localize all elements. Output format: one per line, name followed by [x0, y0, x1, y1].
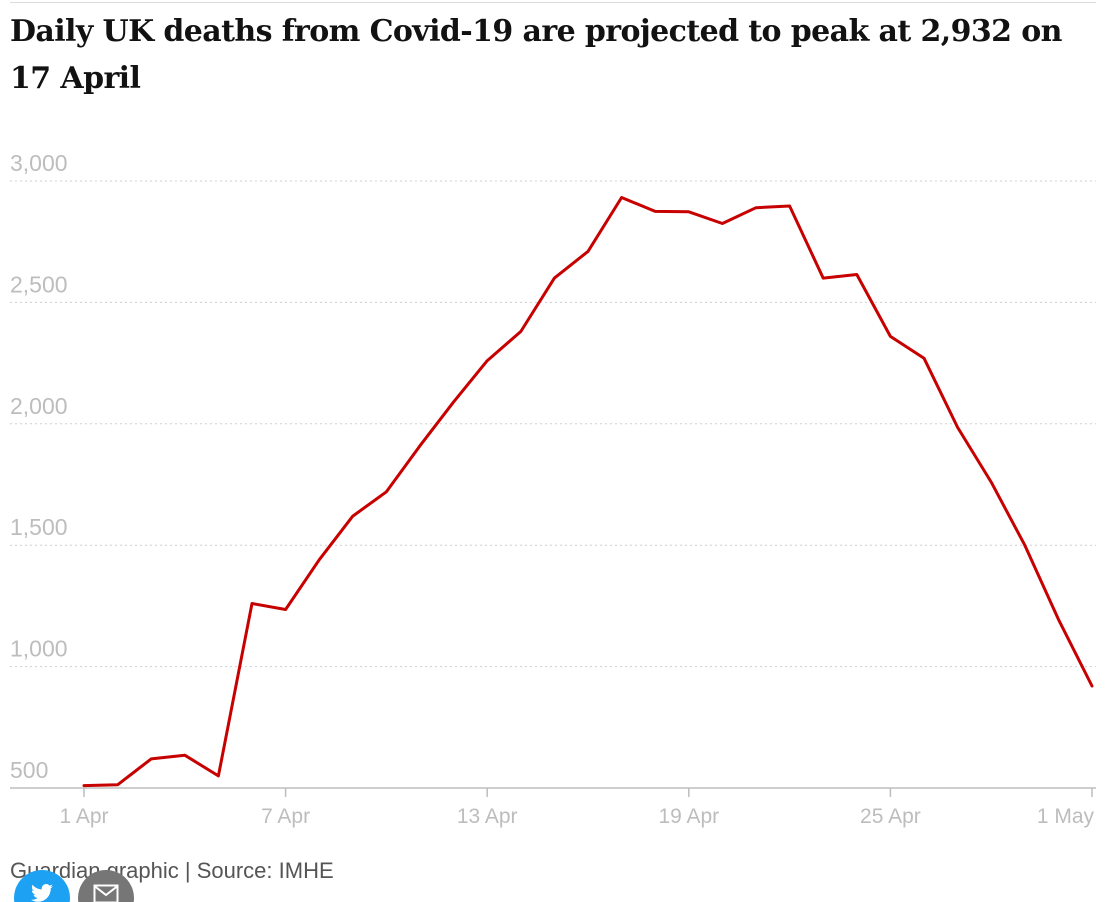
- y-tick-label: 2,500: [10, 271, 68, 297]
- top-rule: [10, 2, 1096, 3]
- chart-title: Daily UK deaths from Covid-19 are projec…: [10, 14, 1062, 96]
- x-tick-label: 1 Apr: [59, 805, 108, 828]
- y-tick-label: 2,000: [10, 393, 68, 419]
- x-tick-label: 19 Apr: [658, 805, 719, 828]
- x-tick-label: 7 Apr: [261, 805, 310, 828]
- y-tick-label: 1,000: [10, 636, 68, 662]
- x-axis: 1 Apr 7 Apr 13 Apr 19 Apr 25 Apr 1 May: [10, 787, 1096, 828]
- series-line-deaths: [82, 196, 1094, 788]
- email-icon: [93, 884, 119, 902]
- twitter-icon: [31, 884, 53, 902]
- y-tick-label: 500: [10, 757, 48, 783]
- grid-layer: 500 1,000 1,500 2,000 2,500 3,000: [10, 150, 1096, 783]
- source-note: Guardian graphic | Source: IMHE: [10, 858, 334, 883]
- x-tick-label: 1 May: [1037, 805, 1095, 828]
- y-tick-label: 1,500: [10, 514, 68, 540]
- y-tick-label: 3,000: [10, 150, 68, 176]
- series-layer: [82, 196, 1094, 788]
- x-tick-label: 13 Apr: [457, 805, 518, 828]
- x-tick-label: 25 Apr: [860, 805, 921, 828]
